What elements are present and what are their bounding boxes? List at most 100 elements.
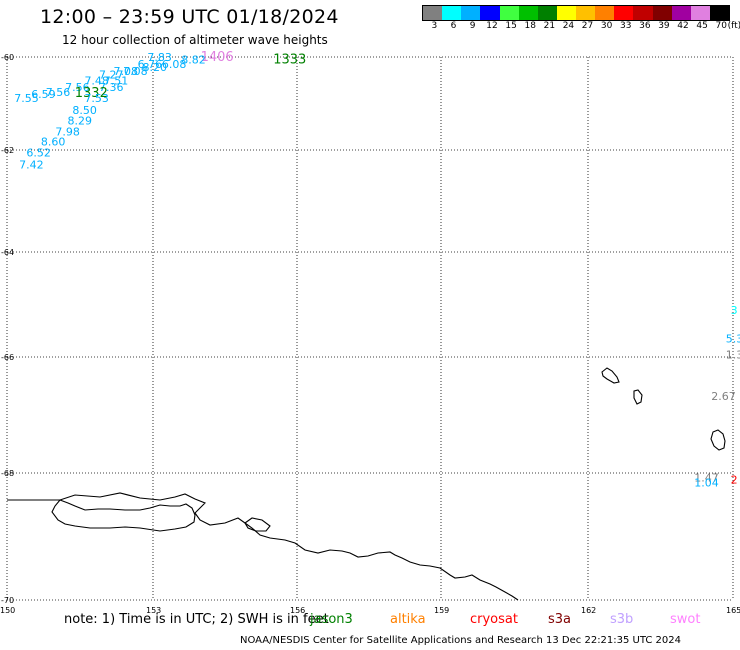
lat-tick--68: -68 (1, 469, 14, 478)
island-balleny-2 (633, 389, 643, 405)
scale-swatch-70 (709, 6, 729, 20)
wave-height-label: 8.20 (143, 61, 168, 74)
lat-tick--70: -70 (1, 596, 14, 605)
coastal-island (244, 517, 271, 532)
lat-lon-grid (6, 56, 734, 601)
scale-swatch-6 (442, 6, 462, 20)
scale-swatch-24 (556, 6, 576, 20)
scale-swatch-30 (595, 6, 615, 20)
island-balleny-1 (601, 367, 620, 384)
wave-height-label: 6.76 (138, 58, 163, 71)
map-title: 12:00 – 23:59 UTC 01/18/2024 (40, 6, 339, 28)
satellite-altika: altika (390, 612, 426, 627)
scale-swatch-12 (480, 6, 500, 20)
antarctic-coastline (7, 367, 726, 601)
wave-height-label: 2 (731, 473, 738, 486)
footer-note: note: 1) Time is in UTC; 2) SWH is in fe… (64, 612, 329, 627)
wave-height-label: 7.83 (147, 51, 172, 64)
scale-label-45: 45 (696, 21, 708, 31)
scale-label-30: 30 (600, 21, 613, 31)
scale-label-24: 24 (562, 21, 575, 31)
wave-height-label: 2.67 (711, 390, 736, 403)
wave-height-label: 8.82 (181, 53, 206, 66)
island-balleny-3 (710, 429, 726, 451)
wave-height-label: 1.47 (694, 471, 719, 484)
wave-height-label: 5.3 (726, 333, 740, 346)
scale-label-6: 6 (450, 21, 457, 31)
wave-height-label: 8.60 (41, 136, 66, 149)
wave-height-label: 7.51 (104, 74, 129, 87)
lat-tick--64: -64 (1, 248, 14, 257)
map-subtitle: 12 hour collection of altimeter wave hei… (62, 33, 328, 47)
scale-swatch-15 (499, 6, 519, 20)
scale-label-15: 15 (505, 21, 517, 31)
track-time-label: 1333 (273, 52, 306, 67)
scale-label-39: 39 (658, 21, 670, 31)
coastline-path (7, 492, 519, 601)
wave-height-label: 6.52 (26, 147, 51, 160)
lon-tick-156: 156 (290, 606, 305, 615)
scale-label-12: 12 (486, 21, 498, 31)
wave-height-label: 7.27 (99, 69, 124, 82)
scale-swatch-45 (690, 6, 710, 20)
color-scale-labels: 3 6 9 12 15 18 21 24 27 30 33 36 39 42 45 70 (ft) (424, 21, 740, 33)
scale-label-70: 70 (715, 21, 727, 31)
scale-label-9: 9 (469, 21, 476, 31)
wave-height-label: 7.56 (46, 86, 71, 99)
wave-height-label: 7.98 (55, 125, 80, 138)
track-time-label: 1406 (201, 50, 234, 65)
wave-height-label: 7.36 (99, 81, 124, 94)
scale-swatch-39 (652, 6, 672, 20)
wave-height-label: 6.08 (162, 58, 187, 71)
credit-line: NOAA/NESDIS Center for Satellite Applica… (240, 635, 682, 646)
scale-swatch-42 (671, 6, 691, 20)
scale-label-3: 3 (431, 21, 438, 31)
ice-shelf-inlet (51, 499, 196, 532)
lat-tick--60: -60 (1, 53, 14, 62)
wave-height-label: 8.29 (68, 115, 93, 128)
wave-height-label: 8.50 (72, 104, 97, 117)
scale-swatch-27 (576, 6, 596, 20)
scale-swatch-3 (423, 6, 443, 20)
scale-label-27: 27 (581, 21, 594, 31)
satellite-cryosat: cryosat (470, 612, 518, 627)
lon-tick-159: 159 (434, 606, 449, 615)
lon-tick-162: 162 (581, 606, 596, 615)
scale-swatch-9 (461, 6, 481, 20)
wave-height-label: 7.08 (123, 65, 148, 78)
lon-tick-153: 153 (146, 606, 161, 615)
wave-height-label: 7.48 (84, 74, 109, 87)
lat-tick--66: -66 (1, 353, 14, 362)
wave-height-label: 7.56 (65, 81, 90, 94)
satellite-swot: swot (670, 612, 701, 627)
wave-height-label: 6.59 (31, 88, 56, 101)
scale-label-36: 36 (639, 21, 651, 31)
scale-label-42: 42 (677, 21, 689, 31)
scale-label-18: 18 (524, 21, 536, 31)
axis-tick-labels: 150 153 156 159 162 165 -60 -62 -64 -66 -68 -70 (0, 53, 740, 615)
satellite-jason3: jason3 (310, 612, 353, 627)
wave-height-label: 7.53 (84, 92, 109, 105)
wave-height-label: 7.55 (14, 92, 39, 105)
scale-swatch-21 (537, 6, 557, 20)
scale-label-33: 33 (620, 21, 632, 31)
scale-unit: (ft) (727, 21, 740, 31)
wave-height-label: 7.08 (113, 65, 138, 78)
satellite-s3b: s3b (610, 612, 634, 627)
scale-swatch-33 (614, 6, 634, 20)
scale-swatch-36 (633, 6, 653, 20)
track-time-label: 1332 (75, 86, 108, 101)
wave-height-label: 7.42 (19, 158, 43, 171)
wave-height-color-scale (422, 5, 730, 21)
scale-swatch-18 (518, 6, 538, 20)
wave-height-label: 3 (731, 304, 738, 317)
scale-label-21: 21 (543, 21, 556, 31)
lat-tick--62: -62 (1, 146, 14, 155)
wave-height-label: 1.04 (694, 477, 719, 490)
lon-tick-165: 165 (726, 606, 740, 615)
lon-tick-150: 150 (0, 606, 15, 615)
satellite-s3a: s3a (548, 612, 572, 627)
wave-height-label: 1.3 (726, 348, 740, 361)
